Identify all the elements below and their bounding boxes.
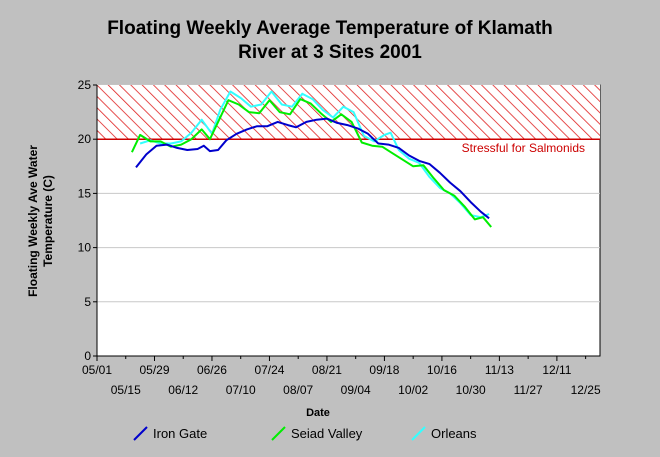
x-tick-label-lower: 12/25 [571, 383, 601, 397]
y-axis-label-line-2: Temperature (C) [41, 175, 55, 267]
x-tick-label-lower: 11/27 [514, 383, 543, 397]
legend-label-iron-gate: Iron Gate [153, 426, 207, 441]
y-tick-label: 10 [78, 241, 92, 255]
x-tick-label-lower: 10/30 [456, 383, 486, 397]
x-axis-label: Date [306, 407, 330, 419]
legend-line-iron-gate [133, 426, 148, 441]
legend-line-orleans [411, 426, 426, 441]
x-tick-label: 10/16 [427, 363, 457, 377]
y-axis-ticks: 0 5 10 15 20 25 [78, 78, 97, 363]
y-axis-label-line-1: Floating Weekly Ave Water [26, 145, 40, 297]
legend: Iron Gate Seiad Valley Orleans [133, 426, 477, 441]
x-tick-label-lower: 05/15 [111, 383, 141, 397]
series-line-seiad-valley [130, 98, 492, 228]
series-lines [130, 90, 492, 228]
y-tick-label: 5 [84, 295, 91, 309]
y-tick-label: 0 [84, 349, 91, 363]
y-tick-label: 20 [78, 132, 92, 146]
x-tick-label-lower: 09/04 [341, 383, 371, 397]
threshold-label: Stressful for Salmonids [462, 141, 585, 155]
x-tick-label-lower: 06/12 [168, 383, 198, 397]
series-line-iron-gate [135, 117, 490, 220]
legend-label-orleans: Orleans [431, 426, 477, 441]
chart-title-line-2: River at 3 Sites 2001 [238, 42, 422, 63]
x-tick-label-lower: 10/02 [398, 383, 428, 397]
x-tick-label: 06/26 [197, 363, 227, 377]
x-tick-label: 05/29 [139, 363, 169, 377]
y-tick-label: 25 [78, 78, 92, 92]
x-tick-label: 08/21 [312, 363, 342, 377]
legend-line-seiad-valley [271, 426, 286, 441]
x-tick-label: 09/18 [369, 363, 399, 377]
x-tick-label-lower: 08/07 [283, 383, 313, 397]
x-tick-label: 05/01 [82, 363, 112, 377]
series-line-orleans [139, 90, 490, 219]
x-tick-label: 11/13 [485, 363, 514, 377]
x-tick-label: 12/11 [542, 363, 571, 377]
x-tick-label: 07/24 [254, 363, 284, 377]
threshold-band [97, 85, 600, 140]
chart-title-line-1: Floating Weekly Average Temperature of K… [107, 18, 553, 39]
x-axis-ticks: 05/01 05/29 06/26 07/24 08/21 09/18 10/16 11/13… [82, 356, 601, 397]
x-tick-label-lower: 07/10 [226, 383, 256, 397]
legend-label-seiad-valley: Seiad Valley [291, 426, 363, 441]
y-tick-label: 15 [78, 186, 92, 200]
